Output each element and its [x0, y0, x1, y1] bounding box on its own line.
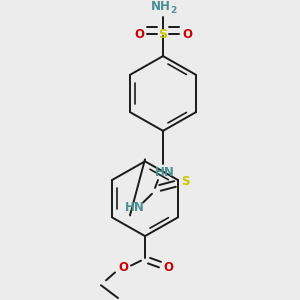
- Text: O: O: [134, 28, 144, 41]
- Text: HN: HN: [155, 166, 175, 178]
- Text: O: O: [163, 261, 173, 274]
- Text: 2: 2: [170, 6, 176, 15]
- Text: NH: NH: [151, 0, 171, 14]
- Text: HN: HN: [125, 201, 145, 214]
- Text: O: O: [118, 261, 128, 274]
- Text: S: S: [158, 28, 167, 41]
- Text: S: S: [181, 176, 189, 188]
- Text: O: O: [182, 28, 192, 41]
